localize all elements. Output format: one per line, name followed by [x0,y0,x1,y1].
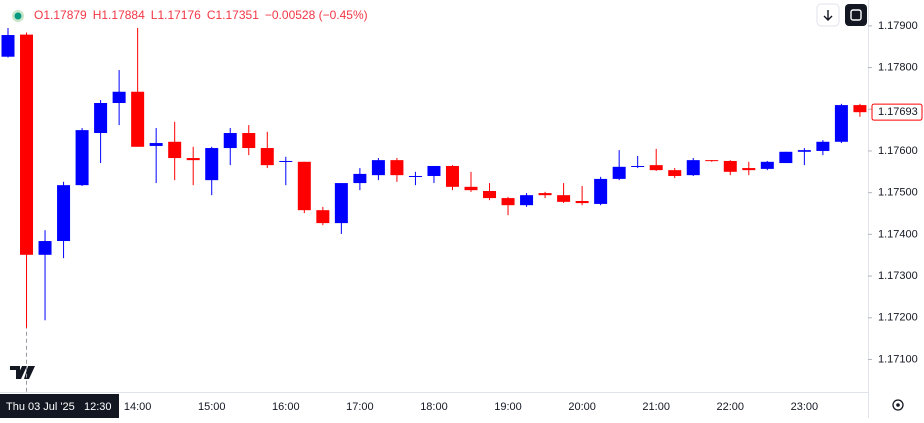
candle-body [131,91,145,147]
candle-body [483,190,497,199]
candle-body [538,193,552,196]
candle-body [445,165,459,187]
candle-body [20,34,34,255]
ohlc-header-item: −0.00528 (−0.45%) [265,8,368,22]
x-tick-label: 19:00 [494,401,522,413]
status-dot [14,12,22,20]
candle-body [57,185,71,242]
candle-body [797,150,811,152]
candle-body [427,165,441,176]
candle-body [464,186,478,191]
candle-body [242,133,256,149]
y-tick-label: 1.17400 [878,228,918,240]
scroll-icon [823,10,833,21]
candle-body [408,175,422,177]
last-price-box [871,103,923,121]
candle-body [575,201,589,204]
candle-body [853,105,867,113]
candle-body [834,105,848,142]
candle-body [223,133,237,149]
crosshair-date: Thu 03 Jul '25 [6,401,75,413]
candle-body [260,148,274,166]
candle-body [112,91,126,104]
candle-body [1,35,15,57]
candle-body [186,158,200,161]
candle-body [334,183,348,224]
x-tick-label: 18:00 [420,401,448,413]
ohlc-header-item: O1.17879 [34,8,87,22]
fullscreen-icon [850,9,862,21]
y-tick-label: 1.17500 [878,187,918,199]
candle-body [520,195,534,206]
candle-body [816,141,830,151]
x-tick-label: 20:00 [568,401,596,413]
y-tick-label: 1.17900 [878,20,918,32]
candle-body [205,148,219,181]
x-tick-label: 15:00 [198,401,226,413]
candle-body [649,165,663,171]
candle-body [390,160,404,176]
x-tick-label: 14:00 [124,401,152,413]
fullscreen-button[interactable] [845,4,867,26]
candle-body [353,173,367,184]
candle-body [38,241,52,255]
candle-body [705,160,719,162]
x-tick-label: 21:00 [642,401,670,413]
candle-body [723,160,737,172]
y-tick-label: 1.17300 [878,270,918,282]
candle-body [168,141,182,159]
last-price-label: 1.17693 [878,106,918,118]
settings-icon-center [896,403,900,407]
candle-body [612,166,626,179]
x-tick-label: 23:00 [791,401,819,413]
x-tick-label: 22:00 [717,401,745,413]
candle-body [631,165,645,167]
candle-body [297,161,311,211]
settings-icon[interactable] [892,399,904,411]
y-tick-label: 1.17600 [878,145,918,157]
candle-body [501,198,515,206]
crosshair-time: 12:30 [84,401,112,413]
ohlc-header-item: L1.17176 [151,8,201,22]
candle-body [668,170,682,176]
candle-body [75,130,89,186]
candle-body [279,160,293,162]
crosshair-time-box [0,394,119,418]
candle-body [779,151,793,164]
candle-body [686,160,700,176]
logo [10,366,35,379]
y-tick-label: 1.17200 [878,312,918,324]
candle-body [557,195,571,202]
ohlc-header-item: C1.17351 [207,8,259,22]
x-tick-label: 17:00 [346,401,374,413]
x-tick-label: 16:00 [272,401,300,413]
y-tick-label: 1.17100 [878,353,918,365]
candle-body [760,161,774,169]
candle-body [94,103,108,134]
candle-body [742,168,756,171]
candle-body [371,160,385,176]
candle-body [316,210,330,224]
ohlc-header-item: H1.17884 [93,8,145,22]
y-tick-label: 1.17800 [878,61,918,73]
candle-body [594,178,608,204]
candle-body [149,143,163,146]
